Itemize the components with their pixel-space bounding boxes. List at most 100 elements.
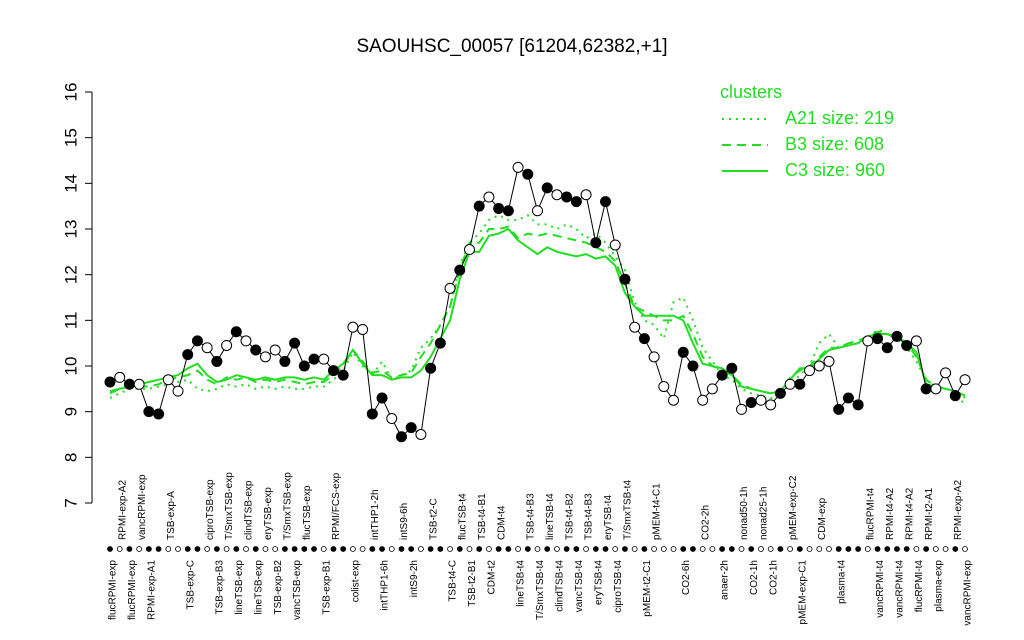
data-point: [940, 367, 952, 379]
x-tick-label: vancRPMI-exp: [963, 560, 974, 626]
data-point: [736, 403, 748, 415]
x-tick-label: intTHP1-6h: [380, 560, 391, 611]
sample-dot: [126, 546, 133, 552]
sample-dot: [544, 546, 551, 552]
sample-dot: [952, 546, 959, 552]
x-tick-label: RPMI/FCS-exp: [331, 472, 342, 540]
sample-dot: [670, 546, 677, 552]
data-point: [434, 337, 446, 349]
sample-dot: [301, 546, 308, 552]
y-tick-label: 9: [61, 407, 80, 416]
sample-dot: [884, 546, 891, 552]
data-point: [123, 378, 135, 390]
sample-dot: [641, 546, 648, 552]
x-tick-label: TSB-t4-B3: [525, 493, 536, 540]
y-tick-label: 12: [61, 265, 80, 284]
x-tick-label: flucTSB-exp: [302, 485, 313, 540]
data-point: [483, 191, 495, 203]
sample-dot: [923, 546, 930, 552]
x-tick-label: intS9-2h: [409, 560, 420, 597]
sample-dot: [281, 546, 288, 552]
x-tick-label: RPMI-exp-A2: [117, 480, 128, 540]
data-point: [240, 335, 252, 347]
data-point: [347, 321, 359, 333]
data-point: [425, 362, 437, 374]
data-point: [172, 385, 184, 397]
data-point: [532, 205, 543, 217]
sample-dot: [155, 546, 162, 552]
x-tick-label: lineTSB-exp: [253, 560, 264, 615]
x-tick-label: CO2-1h: [749, 560, 760, 595]
sample-dot: [447, 546, 453, 552]
data-point: [881, 342, 893, 354]
data-point: [259, 351, 271, 363]
x-tick-label: TSB-exp-A: [166, 491, 177, 540]
sample-dot: [204, 546, 211, 552]
x-tick-label: TSB-t4-C: [448, 560, 459, 602]
data-point: [765, 399, 777, 411]
x-tick-label: TSB-t2-C: [428, 498, 439, 540]
data-point: [755, 394, 767, 406]
sample-dot: [388, 546, 395, 552]
x-tick-label: plasma-exp: [933, 560, 944, 612]
data-point: [153, 408, 165, 420]
x-tick-label: CO2-6h: [681, 560, 692, 595]
x-tick-label: TSB-t4-B2: [564, 493, 575, 540]
sample-dot: [340, 546, 347, 552]
sample-dot: [758, 546, 764, 552]
data-point: [726, 362, 738, 374]
data-point: [609, 239, 621, 251]
x-tick-label: plasma-t4: [836, 560, 847, 604]
sample-dot: [107, 546, 113, 552]
sample-dot: [777, 546, 784, 552]
sample-dot: [738, 546, 745, 552]
data-point: [357, 323, 369, 335]
data-point: [638, 333, 650, 345]
sample-dot: [213, 546, 220, 552]
data-point: [852, 399, 864, 411]
sample-dot: [903, 546, 910, 552]
x-tick-label: nonad50-1h: [739, 487, 750, 540]
x-tick-label: pMEM-t2-C1: [642, 560, 653, 617]
data-point: [629, 321, 641, 333]
sample-dot: [845, 546, 852, 552]
x-tick-label: anaer-2h: [720, 560, 731, 600]
data-point: [279, 355, 291, 367]
data-point: [133, 378, 145, 390]
data-point: [823, 355, 835, 367]
sample-dot: [398, 546, 405, 552]
sample-dot: [709, 546, 716, 552]
sample-dot: [330, 546, 337, 552]
legend-title: clusters: [720, 82, 782, 102]
data-point: [444, 282, 456, 294]
x-tick-label: T/SmxTSB-t4: [535, 560, 546, 620]
sample-dot: [592, 546, 599, 552]
sample-dot: [272, 546, 279, 552]
x-tick-label: flucTSB-t4: [457, 493, 468, 540]
x-tick-label: eryTSB-t4: [593, 560, 604, 605]
y-tick-label: 14: [61, 174, 80, 193]
data-point: [318, 353, 330, 365]
sample-dot: [680, 546, 687, 552]
sample-dot: [826, 546, 832, 552]
data-point: [230, 326, 242, 338]
data-point: [201, 342, 213, 354]
x-tick-label: RPMI-t4-A2: [904, 487, 915, 540]
sample-dot: [612, 546, 619, 552]
x-tick-label: CO2-1h: [768, 560, 779, 595]
data-point: [920, 383, 932, 395]
x-tick-label: TSB-t4-B1: [477, 493, 488, 540]
sample-dot: [486, 546, 492, 552]
data-point: [541, 182, 553, 194]
x-tick-label: TSB-exp-B2: [273, 560, 284, 615]
x-tick-label: T/SmxTSB-exp: [224, 472, 235, 540]
x-tick-label: TSB-exp-B1: [321, 560, 332, 615]
sample-dot: [456, 546, 463, 552]
sample-dot: [894, 546, 900, 552]
y-tick-label: 7: [61, 498, 80, 507]
data-point: [250, 344, 262, 356]
data-point: [648, 351, 660, 363]
sample-dot: [767, 546, 774, 552]
data-point: [901, 339, 913, 351]
